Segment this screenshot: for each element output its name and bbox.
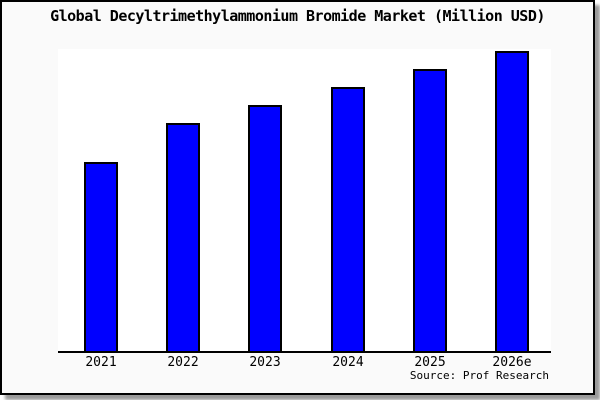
bar-2025 bbox=[413, 69, 447, 351]
bar-2026e bbox=[495, 51, 529, 351]
bar-2024 bbox=[331, 87, 365, 351]
x-tick-label-2024: 2024 bbox=[332, 355, 364, 370]
x-axis-labels: 2021 2022 2023 2024 2025 2026e bbox=[58, 355, 551, 370]
bar-2023 bbox=[248, 105, 282, 351]
chart-frame: Global Decyltrimethylammonium Bromide Ma… bbox=[0, 0, 595, 395]
bar-2021 bbox=[84, 162, 118, 351]
x-tick-label-2023: 2023 bbox=[249, 355, 281, 370]
plot-area bbox=[58, 49, 551, 353]
x-tick-label-2026e: 2026e bbox=[492, 355, 532, 370]
bar-2022 bbox=[166, 123, 200, 351]
x-tick-label-2021: 2021 bbox=[85, 355, 117, 370]
source-text: Source: Prof Research bbox=[409, 369, 549, 382]
chart-title: Global Decyltrimethylammonium Bromide Ma… bbox=[50, 7, 545, 25]
x-tick-label-2025: 2025 bbox=[414, 355, 446, 370]
x-tick-label-2022: 2022 bbox=[167, 355, 199, 370]
